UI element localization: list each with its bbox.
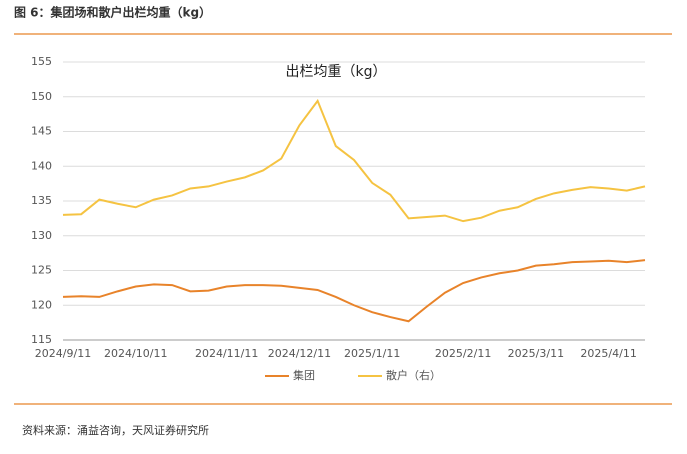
y-tick-label: 150 (31, 90, 52, 103)
x-tick-label: 2025/3/11 (508, 347, 564, 360)
y-tick-label: 120 (31, 298, 52, 311)
x-tick-label: 2025/1/11 (344, 347, 400, 360)
x-tick-label: 2024/9/11 (35, 347, 91, 360)
series-line (62, 98, 646, 223)
x-tick-label: 2024/10/11 (104, 347, 167, 360)
y-tick-label: 125 (31, 264, 52, 277)
figure-caption: 图 6：集团场和散户出栏均重（kg） (14, 5, 211, 20)
y-tick-label: 135 (31, 194, 52, 207)
legend-label: 集团 (293, 368, 315, 382)
y-tick-label: 155 (31, 55, 52, 68)
y-tick-label: 145 (31, 125, 52, 138)
x-tick-label: 2025/4/11 (580, 347, 636, 360)
x-tick-label: 2024/11/11 (195, 347, 258, 360)
x-tick-label: 2024/12/11 (268, 347, 331, 360)
x-tick-label: 2025/2/11 (435, 347, 491, 360)
y-tick-label: 130 (31, 229, 52, 242)
y-tick-label: 115 (31, 333, 52, 346)
y-tick-label: 140 (31, 159, 52, 172)
series-line (62, 259, 646, 323)
chart-title: 出栏均重（kg） (286, 64, 387, 80)
legend-label: 散户（右） (386, 368, 441, 382)
source-note: 资料来源：涌益咨询，天风证券研究所 (22, 423, 209, 437)
